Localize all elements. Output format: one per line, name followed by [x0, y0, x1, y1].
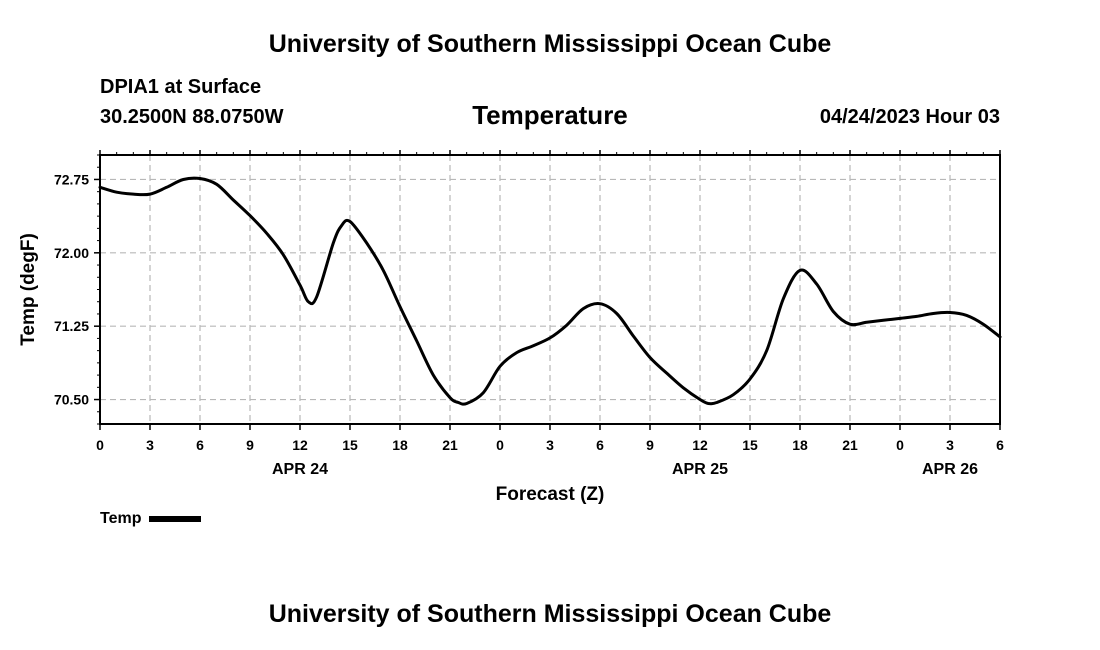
x-tick-label: 0: [896, 437, 904, 453]
forecast-datetime: 04/24/2023 Hour 03: [819, 106, 1000, 128]
x-tick-label: 3: [146, 437, 154, 453]
grid-lines: [100, 155, 1000, 424]
y-tick-label: 72.75: [54, 171, 89, 187]
y-tick-label: 70.50: [54, 392, 89, 408]
x-tick-label: 15: [342, 437, 358, 453]
legend-label: Temp: [100, 510, 142, 527]
x-tick-label: 18: [392, 437, 408, 453]
footer-title: University of Southern Mississippi Ocean…: [268, 600, 832, 628]
y-axis-ticks: 70.50 71.25 72.00 72.75: [54, 171, 100, 408]
series-layer: [98, 176, 1002, 406]
x-tick-label: 9: [246, 437, 254, 453]
x-tick-label: 0: [96, 437, 104, 453]
station-name: DPIA1 at Surface: [100, 76, 262, 98]
day-label: APR 25: [672, 461, 728, 478]
series-line-temp: [98, 176, 1002, 406]
x-tick-label: 21: [842, 437, 858, 453]
x-tick-label: 6: [196, 437, 204, 453]
x-axis-label: Forecast (Z): [496, 484, 605, 505]
x-tick-label: 15: [742, 437, 758, 453]
x-axis-ticks: 0 3 6 9 12 15 18 21 0 3 6 9 12 15 18 21 0 3 6: [96, 150, 1004, 453]
x-tick-label: 18: [792, 437, 808, 453]
y-axis-label: Temp (degF): [18, 233, 39, 346]
station-coordinates: 30.2500N 88.0750W: [100, 106, 284, 128]
x-tick-label: 21: [442, 437, 458, 453]
x-tick-label: 9: [646, 437, 654, 453]
x-tick-label: 6: [596, 437, 604, 453]
x-tick-label: 3: [546, 437, 554, 453]
legend-swatch: [149, 516, 202, 522]
x-tick-label: 12: [692, 437, 708, 453]
day-label: APR 24: [272, 461, 328, 478]
day-labels: APR 24 APR 25 APR 26: [272, 461, 978, 478]
variable-title: Temperature: [472, 100, 628, 130]
x-tick-label: 3: [946, 437, 954, 453]
day-label: APR 26: [922, 461, 978, 478]
x-tick-label: 6: [996, 437, 1004, 453]
y-tick-label: 72.00: [54, 245, 89, 261]
x-tick-label: 0: [496, 437, 504, 453]
y-tick-label: 71.25: [54, 318, 89, 334]
legend: Temp: [100, 510, 202, 528]
page-title: University of Southern Mississippi Ocean…: [268, 30, 832, 58]
x-tick-label: 12: [292, 437, 308, 453]
